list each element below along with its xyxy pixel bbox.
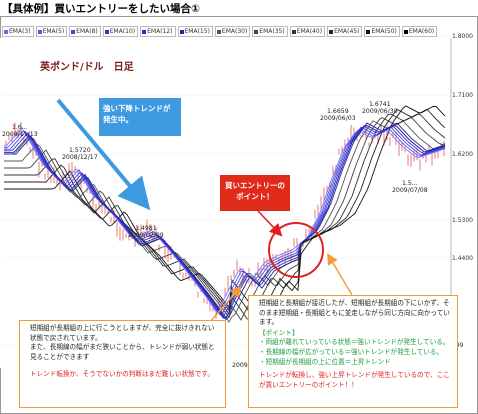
legend-swatch xyxy=(179,29,184,34)
legend-label: EMA(30) xyxy=(221,28,248,35)
legend-swatch xyxy=(216,29,221,34)
ema-long-line xyxy=(4,113,446,321)
entry-point-note: 買いエントリーのポイント！ xyxy=(220,175,290,211)
price-label-date: 2009/07/08 xyxy=(392,187,428,194)
downtrend-arrow xyxy=(56,98,151,211)
ema-short-line xyxy=(3,127,446,314)
legend-item: EMA(12) xyxy=(140,26,176,37)
left-callout-line1: 短期組が長期組の上に行こうとしますが、完全に抜けきれない状態で戻されています。 xyxy=(30,324,215,342)
price-label-value: 1.5720 xyxy=(69,147,91,154)
legend-label: EMA(3) xyxy=(9,28,31,35)
price-label-date: 2009/06/30 xyxy=(362,108,398,115)
red-note-arrow xyxy=(257,210,283,237)
legend-item: EMA(8) xyxy=(69,26,101,37)
right-callout-box: 短期組と長期組が接近したが、短期組が長期組の下にいかず、そのまま短期組・長期組と… xyxy=(248,295,458,408)
y-tick-label: 1.5300 xyxy=(452,217,473,224)
price-label-date: 2009/02/09 xyxy=(128,232,164,239)
legend-swatch xyxy=(254,29,259,34)
ema-long-group xyxy=(4,105,446,327)
legend-item: EMA(10) xyxy=(102,26,139,37)
price-label-value: 1.6... xyxy=(11,124,28,131)
legend-swatch xyxy=(71,29,76,34)
price-label: 1.6741 2009/06/30 xyxy=(362,101,398,115)
ema-short-line xyxy=(4,126,446,316)
legend-label: EMA(45) xyxy=(334,28,360,35)
right-callout-conclusion: トレンドが転換し、強い上昇トレンドが発生しているので、ここが買いエントリーのポイ… xyxy=(259,371,450,389)
legend-label: EMA(50) xyxy=(371,28,397,35)
legend-item: EMA(5) xyxy=(35,26,68,37)
y-tick-label: 1.4400 xyxy=(452,255,473,262)
right-callout-point2: ・長期線の幅が広がっている＝強いトレンドが発生している。 xyxy=(259,347,444,356)
legend-label: EMA(8) xyxy=(76,28,98,35)
y-tick-label: 1.6200 xyxy=(452,151,473,158)
left-box-arrow xyxy=(209,285,242,323)
legend-label: EMA(40) xyxy=(296,28,323,35)
right-callout-point-title: 【ポイント】 xyxy=(259,328,299,337)
entry-point-circle xyxy=(268,222,324,278)
left-callout-box: 短期組が長期組の上に行こうとしますが、完全に抜けきれない状態で戻されています。 … xyxy=(19,320,226,408)
price-label-date: 2008/11/13 xyxy=(2,131,38,138)
price-label-value: 1.5... xyxy=(401,180,418,187)
legend-item: EMA(45) xyxy=(327,26,363,37)
price-label-value: 1.4981 xyxy=(135,225,157,232)
price-label-date: 2008/12/17 xyxy=(62,154,98,161)
price-label-date: 2009/06/03 xyxy=(320,115,356,122)
right-callout-point3: ・短期組が長期組の上に位置＝上昇トレンド xyxy=(259,357,391,366)
ema-short-line xyxy=(4,122,446,321)
price-label: 1.4981 2009/02/09 xyxy=(128,225,164,239)
chart-title: 英ポンド/ドル 日足 xyxy=(40,62,134,73)
ema-long-line xyxy=(4,105,446,327)
legend-swatch xyxy=(366,29,371,34)
right-box-arrow xyxy=(327,253,353,296)
legend-item: EMA(3) xyxy=(2,26,34,37)
legend-item: EMA(50) xyxy=(364,26,400,37)
legend-label: EMA(12) xyxy=(147,28,173,35)
legend-label: EMA(10) xyxy=(109,28,136,35)
legend-swatch xyxy=(142,29,147,34)
ema-short-line xyxy=(4,125,446,319)
y-tick-label: 1.7100 xyxy=(452,92,473,99)
legend-item: EMA(60) xyxy=(401,26,438,37)
price-label-value: 1.6741 xyxy=(369,101,391,108)
legend-item: EMA(40) xyxy=(289,26,326,37)
ema-legend: EMA(3) EMA(5) EMA(8) EMA(10) EMA(12) EMA(15) E… xyxy=(2,26,438,37)
ema-short-line xyxy=(4,128,446,314)
y-tick-label: 1.8000 xyxy=(452,33,473,40)
legend-swatch xyxy=(291,29,296,34)
price-label-value: 2009/04 xyxy=(232,362,258,369)
right-callout-line1: 短期組と長期組が接近したが、短期組が長期組の下にいかず、そのまま短期組・長期組と… xyxy=(259,299,450,327)
legend-label: EMA(60) xyxy=(408,28,435,35)
downtrend-note: 強い下降トレンドが発生中。 xyxy=(99,98,181,136)
legend-swatch xyxy=(104,29,109,34)
price-label-value: 1.6659 xyxy=(327,108,349,115)
legend-item: EMA(30) xyxy=(214,26,251,37)
legend-item: EMA(15) xyxy=(177,26,213,37)
price-label: 1.5... 2009/07/08 xyxy=(392,180,428,194)
ema-short-group xyxy=(3,122,446,321)
legend-label: EMA(15) xyxy=(184,28,210,35)
legend-swatch xyxy=(4,29,8,34)
price-label: 1.6659 2009/06/03 xyxy=(320,108,356,122)
legend-swatch xyxy=(329,29,334,34)
legend-label: EMA(35) xyxy=(259,28,285,35)
legend-label: EMA(5) xyxy=(42,28,65,35)
legend-item: EMA(35) xyxy=(252,26,288,37)
right-callout-point1: ・両組が離れていっている状態＝強いトレンドが発生している。 xyxy=(259,338,450,347)
price-label: 2009/04 xyxy=(232,362,258,369)
page-heading: 【具体例】買いエントリーをしたい場合① xyxy=(2,3,200,15)
legend-swatch xyxy=(403,29,408,34)
price-label: 1.5720 2008/12/17 xyxy=(62,147,98,161)
legend-swatch xyxy=(37,29,42,34)
left-callout-line2: また、長期線の幅がまだ狭いことから、トレンドが弱い状態と見ることができます xyxy=(30,343,215,361)
price-label: 1.6... 2008/11/13 xyxy=(2,124,38,138)
left-callout-conclusion: トレンド転換か、そうでないかの判断はまだ難しい状態です。 xyxy=(30,370,214,379)
